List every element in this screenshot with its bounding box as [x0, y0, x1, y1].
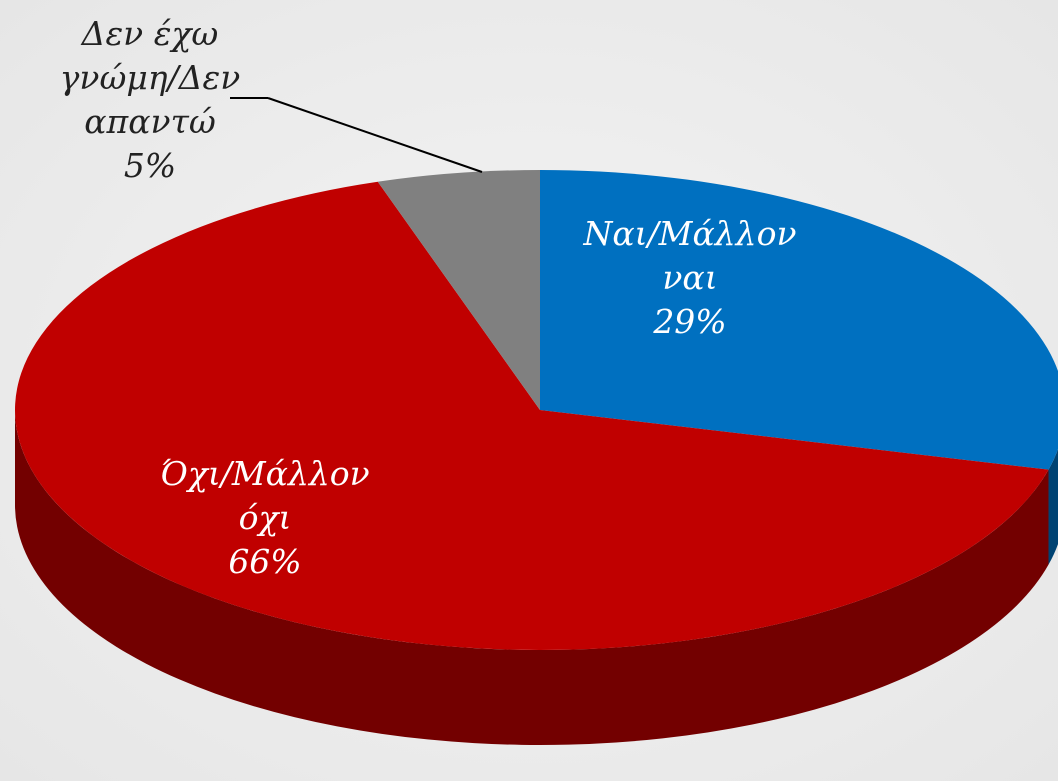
data-label: Ναι/Μάλλον ναι 29% — [560, 212, 820, 344]
value-label: 5% — [123, 146, 177, 185]
slice — [540, 170, 1058, 470]
category-label: Όχι/Μάλλον όχι — [160, 454, 370, 537]
slice-side — [15, 410, 1049, 745]
category-label: Ναι/Μάλλον ναι — [583, 214, 797, 297]
value-label: 29% — [653, 302, 727, 341]
slice — [14, 181, 1049, 651]
data-label: Δεν έχω γνώμη/Δεν απαντώ 5% — [40, 12, 260, 188]
pie — [14, 170, 1058, 745]
slice — [377, 170, 540, 410]
value-label: 66% — [228, 542, 302, 581]
data-label: Όχι/Μάλλον όχι 66% — [135, 452, 395, 584]
leader-line — [267, 97, 483, 173]
slice-side — [1048, 448, 1058, 565]
category-label: Δεν έχω γνώμη/Δεν απαντώ — [59, 14, 241, 141]
